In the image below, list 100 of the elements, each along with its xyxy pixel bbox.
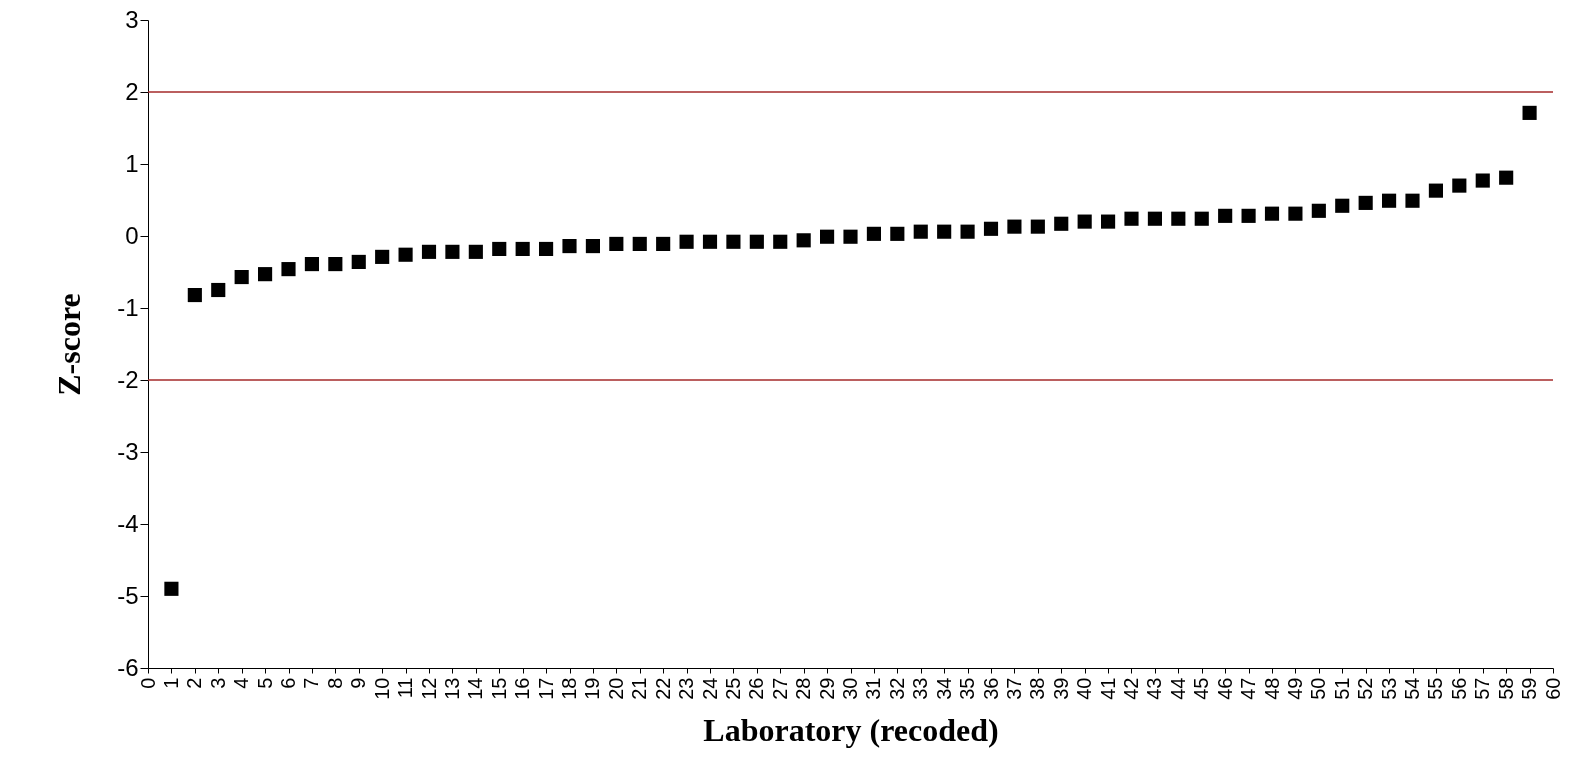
y-tick-label: 2 (125, 77, 139, 105)
x-tick-label: 46 (1213, 677, 1236, 700)
x-tick-label: 20 (604, 677, 627, 700)
point (375, 249, 390, 264)
point (234, 269, 249, 285)
x-tick-label: 1 (159, 677, 182, 689)
point (445, 244, 460, 259)
x-tick-label: 59 (1518, 677, 1541, 700)
point (1499, 170, 1514, 185)
y-tick-label: 3 (125, 5, 139, 33)
x-tick-label: 48 (1260, 677, 1283, 700)
point (843, 229, 858, 244)
point (656, 236, 671, 251)
point (983, 221, 999, 236)
x-tick-label: 18 (558, 677, 580, 700)
y-tick-label: -3 (117, 437, 139, 465)
y-axis-title: Z-score (51, 293, 88, 396)
point (468, 244, 483, 259)
point (1288, 206, 1303, 221)
point (515, 241, 530, 257)
point (258, 267, 273, 282)
x-tick-label: 33 (909, 677, 932, 700)
x-tick-label: 53 (1377, 677, 1400, 700)
x-tick-label: 42 (1120, 677, 1142, 700)
point (492, 241, 507, 257)
x-tick-label: 4 (230, 677, 253, 689)
x-tick-label: 31 (862, 677, 885, 700)
point (1147, 211, 1162, 226)
point (562, 239, 577, 254)
x-tick-label: 34 (932, 677, 955, 700)
x-tick-label: 12 (417, 677, 440, 700)
x-tick-label: 2 (183, 677, 206, 689)
point (726, 234, 741, 249)
point (1382, 193, 1397, 208)
x-tick-label: 22 (651, 677, 674, 700)
point (1475, 173, 1490, 188)
point (304, 257, 319, 272)
point (820, 229, 835, 244)
point (1030, 219, 1045, 234)
x-tick-label: 3 (206, 677, 229, 689)
x-tick-label: 32 (885, 677, 908, 700)
x-tick-label: 16 (511, 677, 534, 700)
point (351, 254, 366, 269)
point (960, 224, 975, 239)
x-tick-label: 52 (1354, 677, 1377, 700)
point (913, 224, 928, 239)
x-tick-label: 15 (487, 677, 510, 700)
x-tick-label: 17 (534, 677, 557, 700)
x-tick-label: 10 (370, 677, 393, 700)
x-tick-label: 19 (581, 677, 604, 700)
y-tick-label: -6 (117, 653, 139, 681)
y-tick-label: 1 (125, 149, 139, 177)
y-tick-label: -1 (117, 293, 139, 321)
point (1264, 206, 1280, 221)
point (866, 226, 881, 241)
x-tick-label: 25 (721, 677, 744, 700)
x-tick-label: 41 (1096, 677, 1119, 700)
point (1101, 214, 1116, 229)
point (421, 244, 437, 259)
point (1405, 193, 1420, 208)
point (1218, 208, 1233, 223)
x-tick-label: 43 (1143, 677, 1166, 700)
point (1241, 208, 1256, 223)
x-tick-label: 38 (1026, 677, 1049, 700)
point (890, 226, 905, 241)
point (281, 262, 296, 277)
x-tick-label: 45 (1190, 677, 1213, 700)
y-tick-label: -5 (117, 581, 139, 609)
x-tick-label: 8 (323, 677, 346, 689)
x-tick-label: 44 (1166, 677, 1189, 700)
point (539, 241, 554, 257)
x-tick-label: 49 (1283, 677, 1306, 700)
point (702, 234, 718, 249)
point (1007, 219, 1022, 234)
x-tick-label: 29 (815, 677, 838, 700)
x-tick-label: 5 (253, 677, 276, 689)
point (1311, 203, 1326, 218)
y-tick-label: 0 (125, 221, 139, 249)
x-tick-label: 60 (1541, 677, 1564, 700)
point (1171, 211, 1186, 226)
x-tick-label: 30 (839, 677, 861, 700)
point (937, 224, 952, 239)
point (1358, 195, 1373, 210)
y-tick-label: -2 (117, 365, 139, 393)
point (1077, 214, 1092, 229)
x-tick-label: 0 (136, 677, 159, 689)
x-tick-label: 57 (1471, 677, 1494, 700)
point (398, 247, 413, 262)
x-tick-label: 6 (277, 677, 299, 689)
point (1124, 211, 1139, 226)
x-tick-label: 58 (1494, 677, 1517, 700)
x-axis-title: Laboratory (recoded) (703, 711, 999, 748)
x-tick-label: 27 (768, 677, 791, 700)
point (187, 287, 202, 303)
point (1428, 183, 1443, 198)
point (1194, 211, 1209, 226)
x-tick-label: 11 (394, 677, 417, 699)
point (796, 233, 811, 248)
y-tick-label: -4 (117, 509, 139, 537)
x-tick-label: 54 (1401, 677, 1423, 700)
